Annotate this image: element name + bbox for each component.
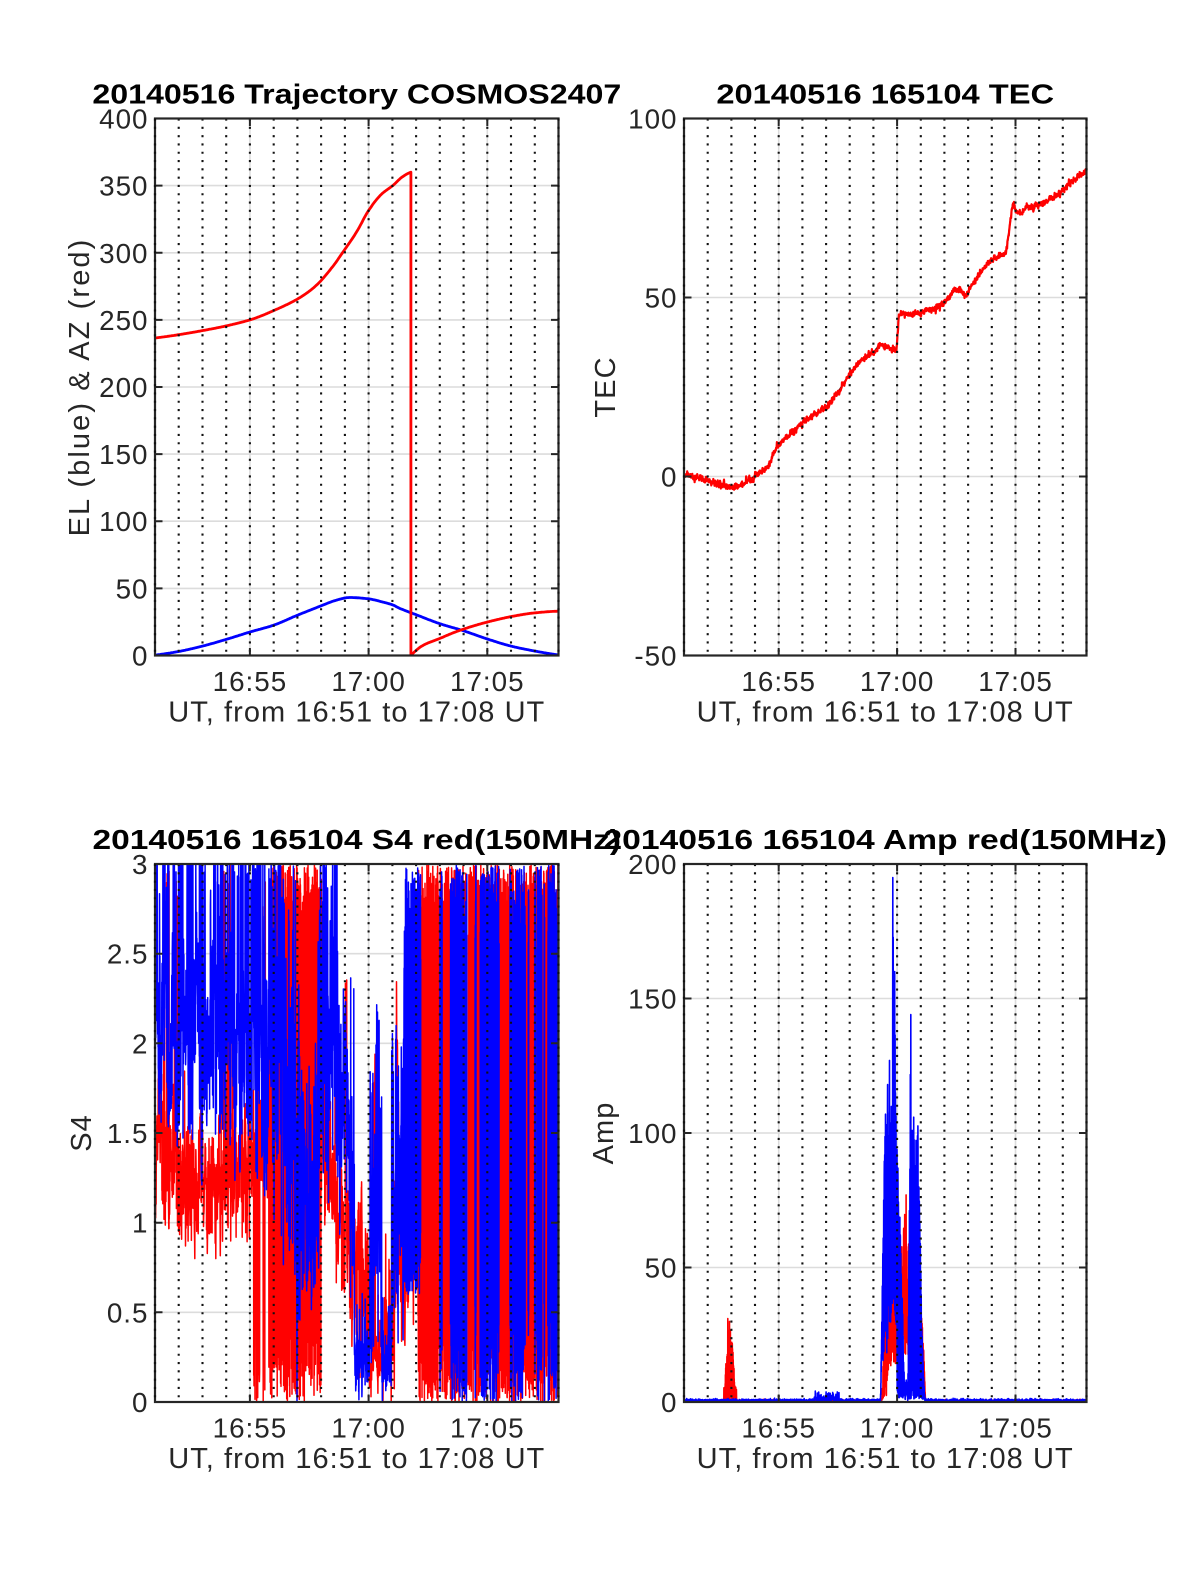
svg-text:0: 0 — [132, 1387, 148, 1418]
svg-text:20140516 165104 S4 red(150MHz): 20140516 165104 S4 red(150MHz) — [93, 825, 622, 856]
svg-text:200: 200 — [99, 372, 148, 403]
svg-text:17:00: 17:00 — [331, 666, 406, 697]
svg-text:17:00: 17:00 — [860, 1413, 935, 1444]
svg-text:17:05: 17:05 — [450, 1413, 525, 1444]
svg-text:17:05: 17:05 — [450, 666, 525, 697]
svg-text:16:55: 16:55 — [213, 666, 288, 697]
svg-text:350: 350 — [99, 171, 148, 202]
svg-text:0: 0 — [132, 641, 148, 672]
svg-text:2: 2 — [132, 1028, 148, 1059]
svg-text:16:55: 16:55 — [741, 1413, 816, 1444]
svg-text:400: 400 — [99, 104, 148, 135]
svg-text:TEC: TEC — [590, 356, 622, 417]
svg-text:UT, from 16:51 to 17:08 UT: UT, from 16:51 to 17:08 UT — [168, 1443, 545, 1475]
svg-text:S4: S4 — [66, 1114, 98, 1152]
svg-text:16:55: 16:55 — [213, 1413, 288, 1444]
svg-text:17:00: 17:00 — [860, 666, 935, 697]
svg-text:50: 50 — [645, 1253, 678, 1284]
svg-text:50: 50 — [645, 283, 678, 314]
svg-text:16:55: 16:55 — [741, 666, 816, 697]
svg-text:100: 100 — [628, 104, 677, 135]
svg-text:150: 150 — [99, 439, 148, 470]
svg-text:-50: -50 — [634, 641, 677, 672]
svg-text:EL (blue) & AZ (red): EL (blue) & AZ (red) — [64, 238, 96, 537]
svg-text:UT, from 16:51 to 17:08 UT: UT, from 16:51 to 17:08 UT — [697, 1443, 1074, 1475]
svg-text:2.5: 2.5 — [107, 939, 149, 970]
svg-text:1.5: 1.5 — [107, 1118, 149, 1149]
svg-text:17:05: 17:05 — [978, 666, 1053, 697]
svg-text:50: 50 — [116, 573, 149, 604]
svg-text:200: 200 — [628, 849, 677, 880]
svg-text:20140516 165104 Amp red(150MHz: 20140516 165104 Amp red(150MHz) — [603, 824, 1167, 855]
svg-text:17:00: 17:00 — [331, 1413, 406, 1444]
svg-text:0: 0 — [661, 462, 677, 493]
svg-text:0.5: 0.5 — [107, 1297, 149, 1328]
svg-text:1: 1 — [132, 1208, 148, 1239]
svg-text:0: 0 — [661, 1387, 677, 1418]
svg-text:3: 3 — [132, 849, 148, 880]
svg-text:150: 150 — [628, 984, 677, 1015]
svg-text:100: 100 — [99, 506, 148, 537]
svg-text:20140516 Trajectory COSMOS2407: 20140516 Trajectory COSMOS2407 — [92, 80, 621, 110]
svg-text:UT, from 16:51 to 17:08 UT: UT, from 16:51 to 17:08 UT — [697, 697, 1074, 729]
svg-text:Amp: Amp — [588, 1102, 620, 1165]
svg-text:17:05: 17:05 — [978, 1413, 1053, 1444]
svg-text:250: 250 — [99, 305, 148, 336]
svg-text:100: 100 — [628, 1118, 677, 1149]
svg-text:300: 300 — [99, 238, 148, 269]
svg-text:UT, from 16:51 to 17:08 UT: UT, from 16:51 to 17:08 UT — [168, 697, 545, 729]
svg-text:20140516 165104 TEC: 20140516 165104 TEC — [716, 80, 1054, 110]
